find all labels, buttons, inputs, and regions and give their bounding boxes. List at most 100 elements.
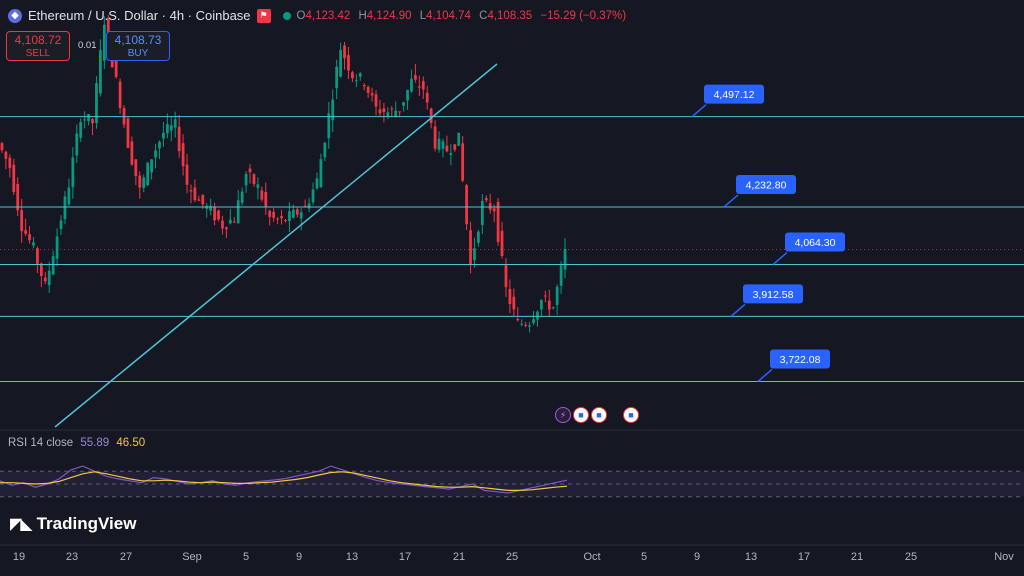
candle-body	[4, 151, 8, 159]
rsi-value: 55.89	[80, 437, 110, 449]
candle-body	[378, 109, 382, 114]
candle-body	[555, 286, 559, 306]
price-level-badge	[704, 84, 764, 104]
candle-body	[291, 209, 295, 218]
market-status-icon	[282, 11, 291, 20]
candle-body	[504, 264, 508, 288]
rsi-legend[interactable]: RSI 14 close 55.89 46.50	[8, 437, 145, 449]
candle-body	[197, 199, 201, 201]
candle-body	[36, 248, 39, 264]
us-flag-icon[interactable]: ■	[573, 407, 589, 423]
candle-body	[16, 183, 20, 211]
candle-body	[272, 211, 276, 218]
candle-body	[67, 187, 71, 205]
candle-body	[319, 159, 323, 188]
candle-body	[264, 191, 268, 207]
time-axis-tick-label: 13	[745, 551, 757, 563]
candle-body	[437, 138, 441, 150]
time-axis-tick-label: 21	[851, 551, 863, 563]
candle-body	[99, 50, 102, 94]
price-level-leader	[691, 104, 707, 118]
candle-body	[441, 141, 445, 149]
rsi-ma-line	[0, 471, 568, 491]
flag-icon[interactable]: ⚑	[256, 8, 271, 23]
sell-price: 4,108.72	[14, 33, 62, 47]
price-level-label: 4,232.80	[746, 179, 787, 191]
bolt-icon[interactable]: ⚡	[555, 407, 571, 423]
candle-body	[386, 112, 390, 117]
us-flag-icon[interactable]: ■	[591, 407, 607, 423]
candle-body	[508, 289, 512, 305]
us-flag-icon[interactable]: ■	[623, 407, 639, 423]
candle-body	[91, 119, 94, 124]
candle-body	[500, 230, 504, 256]
candle-body	[362, 84, 366, 87]
candle-body	[43, 277, 47, 282]
candle-body	[473, 248, 476, 260]
candle-body	[236, 200, 240, 224]
candle-body	[327, 113, 331, 139]
candle-body	[307, 203, 311, 209]
candle-body	[39, 263, 43, 277]
candle-body	[181, 143, 185, 167]
time-axis-tick-label: 5	[243, 551, 249, 563]
candle-body	[162, 132, 165, 139]
sell-button[interactable]: 4,108.72 SELL	[6, 31, 70, 61]
candle-body	[276, 218, 279, 220]
candle-body	[311, 189, 315, 203]
candle-body	[59, 220, 63, 230]
time-axis-tick-label: 13	[346, 551, 358, 563]
candle-body	[347, 55, 350, 71]
candle-body	[0, 143, 4, 151]
candle-body	[516, 318, 520, 321]
candle-body	[366, 86, 370, 93]
candle-body	[177, 126, 181, 152]
tradingview-mark-icon: ◤◣	[10, 516, 33, 533]
candle-body	[398, 111, 402, 113]
spread-value: 0.01	[78, 40, 97, 51]
time-axis-tick-label: 27	[120, 551, 132, 563]
candle-body	[563, 248, 567, 270]
candle-body	[480, 200, 484, 225]
time-axis-tick-label: 5	[641, 551, 647, 563]
candle-body	[414, 75, 417, 80]
candle-body	[213, 206, 216, 221]
candle-body	[496, 201, 500, 243]
candle-body	[354, 80, 358, 82]
candle-body	[12, 164, 16, 193]
candle-body	[185, 164, 189, 185]
time-axis-tick-label: 17	[399, 551, 411, 563]
candle-body	[130, 141, 134, 165]
trendline-layer	[54, 63, 498, 428]
candles-layer	[0, 15, 1024, 333]
candle-body	[417, 86, 421, 88]
candle-body	[410, 78, 413, 92]
candle-body	[536, 311, 539, 320]
candle-body	[154, 150, 157, 158]
candle-body	[193, 187, 197, 201]
price-levels-layer: 4,497.12 4,232.80 4,064.30 3,912.58 3,722.08	[0, 84, 1024, 383]
buy-button[interactable]: 4,108.73 BUY	[106, 31, 170, 61]
price-level-label: 3,912.58	[753, 289, 794, 301]
candle-body	[248, 168, 252, 173]
candle-body	[189, 190, 193, 192]
candle-body	[173, 119, 177, 128]
candle-body	[288, 211, 291, 221]
candle-body	[374, 94, 378, 107]
rsi-pane	[0, 429, 1024, 498]
symbol-title[interactable]: Ethereum / U.S. Dollar · 4h · Coinbase	[28, 8, 251, 23]
buy-label: BUY	[127, 48, 149, 59]
candle-body	[457, 132, 461, 146]
time-axis-tick-label: 25	[506, 551, 518, 563]
candle-body	[540, 300, 543, 310]
candle-body	[303, 205, 307, 207]
candle-body	[461, 143, 465, 181]
time-axis-tick-label: 23	[66, 551, 78, 563]
candle-body	[95, 83, 98, 124]
candle-body	[106, 17, 110, 36]
time-axis-tick-label: Nov	[994, 551, 1014, 563]
candle-body	[55, 236, 59, 259]
price-level-badge	[770, 349, 830, 369]
candle-body	[209, 205, 213, 211]
